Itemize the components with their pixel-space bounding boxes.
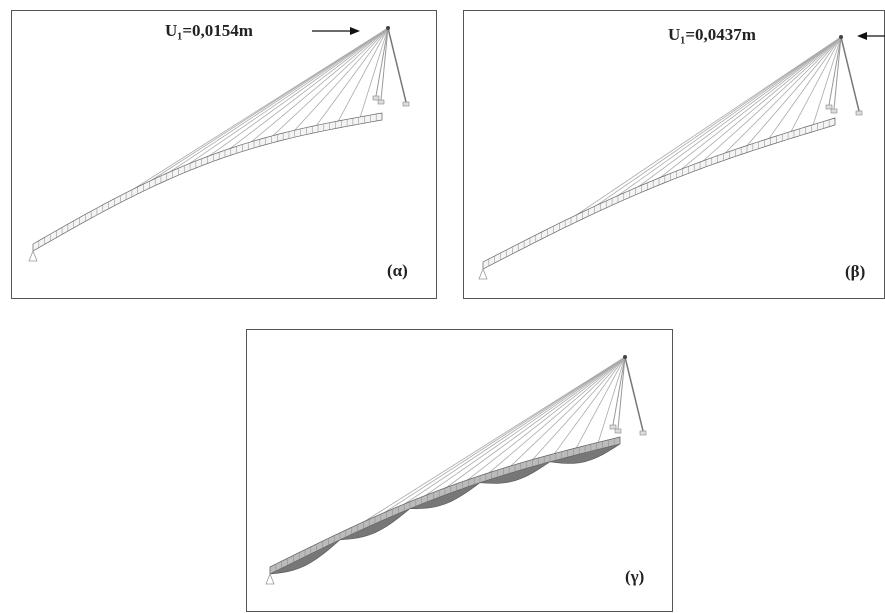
cable (605, 36, 842, 205)
anchor (377, 99, 385, 105)
cable (222, 27, 389, 155)
pylon-top (386, 26, 390, 30)
back-stay (828, 36, 842, 106)
cable (460, 356, 626, 486)
cable (551, 356, 626, 458)
cable (505, 356, 626, 471)
anchor (372, 95, 380, 101)
cable (674, 36, 842, 175)
cable (697, 36, 842, 167)
support (478, 267, 488, 280)
cable (651, 36, 842, 185)
anchor (639, 430, 647, 436)
cable (290, 27, 389, 135)
support (28, 249, 38, 262)
anchor (614, 428, 622, 434)
cable (583, 36, 842, 215)
cable (245, 27, 389, 147)
pylon (624, 356, 644, 432)
panel-label: (α) (387, 261, 408, 280)
cable (109, 27, 389, 205)
panel-frame (463, 10, 885, 299)
cable (268, 27, 389, 141)
cable (811, 36, 842, 129)
back-stay (380, 27, 389, 101)
arrow-head (350, 27, 360, 35)
panel-frame (246, 329, 673, 612)
pylon (840, 36, 860, 112)
back-stay (617, 356, 626, 430)
cable (392, 356, 626, 513)
back-stay (612, 356, 626, 426)
cable (560, 36, 842, 227)
anchor (402, 101, 410, 107)
cable (628, 36, 842, 194)
cable (200, 27, 389, 163)
cable (483, 356, 626, 478)
pylon-top (839, 35, 843, 39)
cable (574, 356, 626, 452)
cable (346, 356, 626, 533)
cable (743, 36, 842, 150)
cable (177, 27, 389, 172)
cable (336, 27, 389, 125)
cable (720, 36, 842, 158)
cable (788, 36, 842, 136)
back-stay (375, 27, 389, 97)
cable (369, 356, 626, 523)
arrow-head (857, 32, 867, 40)
cable (596, 356, 626, 446)
anchor (825, 104, 833, 110)
panel-label: (β) (845, 262, 865, 281)
back-stay (833, 36, 842, 110)
bridge-drawings (28, 26, 863, 585)
pylon-top (623, 355, 627, 359)
cable (766, 36, 842, 143)
cable (154, 27, 389, 182)
cable (415, 356, 626, 503)
cable (358, 27, 389, 121)
cable (437, 356, 626, 494)
cable (313, 27, 389, 130)
pylon (387, 27, 407, 103)
displacement-label: U₁=0,0154m (165, 21, 253, 40)
anchor (855, 110, 863, 116)
support (265, 572, 275, 585)
displacement-label: U₁=0,0437m (668, 25, 756, 44)
anchor (609, 424, 617, 430)
panel-label: (γ) (625, 567, 644, 586)
anchor (830, 108, 838, 114)
cable (132, 27, 389, 193)
cable (528, 356, 626, 464)
